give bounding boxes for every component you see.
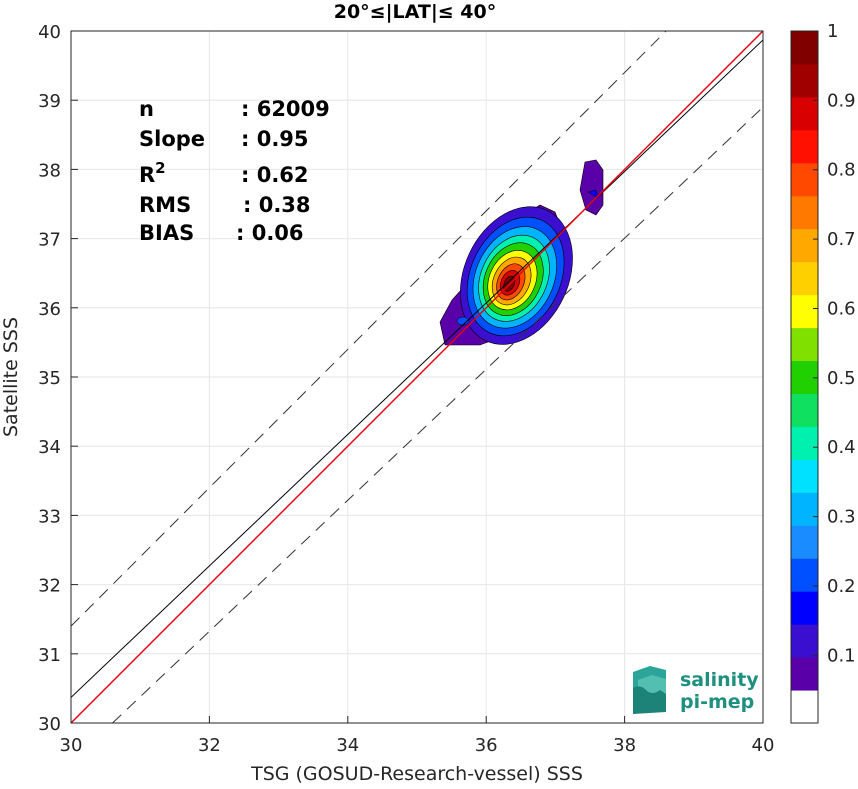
colorbar-tick-label: 0.6	[827, 298, 856, 319]
colorbar-tick-label: 0.4	[827, 437, 856, 458]
y-tick-label: 31	[38, 645, 61, 666]
density-contours	[439, 159, 604, 346]
colorbar-tick-label: 0.3	[827, 507, 856, 528]
colorbar-segment	[791, 228, 818, 263]
colorbar-segment	[791, 525, 818, 559]
x-tick-label: 30	[60, 735, 83, 756]
stat-label: n	[139, 97, 154, 121]
y-tick-label: 40	[38, 22, 61, 43]
stat-label: R2	[139, 159, 166, 187]
stat-superscript: 2	[155, 159, 165, 177]
y-axis-label: Satellite SSS	[0, 317, 22, 437]
colorbar-segment	[791, 558, 818, 592]
y-tick-label: 34	[38, 437, 61, 458]
stat-label: Slope	[139, 127, 205, 151]
colorbar-segment	[791, 261, 818, 296]
y-tick-label: 30	[38, 714, 61, 735]
colorbar-segment	[791, 129, 818, 164]
fit-line	[71, 39, 763, 698]
y-axis-ticks: 30 31 32 33 34 35 36 37 38 39 40	[38, 22, 78, 735]
x-tick-label: 36	[475, 735, 498, 756]
x-tick-label: 32	[198, 735, 221, 756]
lower-dashed-line	[112, 106, 763, 723]
colorbar-segment	[791, 31, 818, 65]
contour-level-island-inner	[587, 189, 599, 199]
colorbar-segment	[791, 492, 818, 526]
colorbar-tick-label: 1	[827, 21, 838, 42]
logo-line1: salinity	[680, 669, 759, 691]
stat-value: : 62009	[241, 97, 330, 121]
colorbar-segment	[791, 591, 818, 625]
colorbar-segment	[791, 624, 818, 658]
colorbar-segment	[791, 360, 818, 394]
logo-wave-icon	[633, 666, 666, 714]
y-tick-label: 35	[38, 368, 61, 389]
colorbar-frame	[790, 30, 819, 724]
contour-level-1-island	[579, 159, 604, 216]
statistics-box: n : 62009 Slope : 0.95 R2 : 0.62 RMS : 0.38 BIAS…	[139, 97, 330, 245]
colorbar-segment	[791, 426, 818, 460]
x-tick-label: 38	[613, 735, 636, 756]
stat-value: : 0.06	[236, 221, 304, 245]
chart-title: 20°≤|LAT|≤ 40°	[334, 1, 497, 23]
y-tick-label: 37	[38, 230, 61, 251]
x-axis-label: TSG (GOSUD-Research-vessel) SSS	[250, 763, 583, 785]
y-tick-label: 33	[38, 506, 61, 527]
y-tick-label: 32	[38, 576, 61, 597]
upper-dashed-line	[71, 31, 667, 627]
logo-line2: pi-mep	[680, 691, 754, 713]
stat-label: BIAS	[139, 221, 194, 245]
colorbar-tick-label: 0.1	[827, 645, 856, 666]
stat-label: RMS	[139, 193, 191, 217]
x-tick-label: 34	[336, 735, 359, 756]
salinity-pi-mep-logo: salinity pi-mep	[633, 666, 759, 714]
colorbar-segment	[791, 195, 818, 230]
colorbar-tick-label: 0.7	[827, 229, 856, 250]
colorbar-segment	[791, 294, 818, 329]
colorbar-tick-label: 0.5	[827, 368, 856, 389]
colorbar-tick-label: 0.9	[827, 90, 856, 111]
colorbar-segment	[791, 327, 818, 362]
colorbar-segment	[791, 162, 818, 197]
y-tick-label: 39	[38, 91, 61, 112]
one-to-one-line	[71, 31, 763, 723]
colorbar-segment	[791, 63, 818, 98]
y-tick-label: 38	[38, 160, 61, 181]
stat-value: : 0.38	[243, 193, 311, 217]
colorbar-segment	[791, 393, 818, 427]
colorbar-segment	[791, 96, 818, 131]
colorbar: 0.1 0.2 0.3 0.4 0.5 0.6 0.7 0.8 0.9 1	[790, 21, 856, 724]
x-axis-ticks: 30 32 34 36 38 40	[60, 716, 775, 756]
y-tick-label: 36	[38, 299, 61, 320]
stat-value: : 0.95	[241, 127, 309, 151]
reference-lines	[71, 31, 763, 723]
stat-value: : 0.62	[241, 163, 309, 187]
colorbar-segment	[791, 657, 818, 691]
colorbar-segment	[791, 690, 818, 724]
x-tick-label: 40	[752, 735, 775, 756]
colorbar-tick-label: 0.2	[827, 576, 856, 597]
colorbar-segment	[791, 459, 818, 493]
colorbar-tick-label: 0.8	[827, 160, 856, 181]
